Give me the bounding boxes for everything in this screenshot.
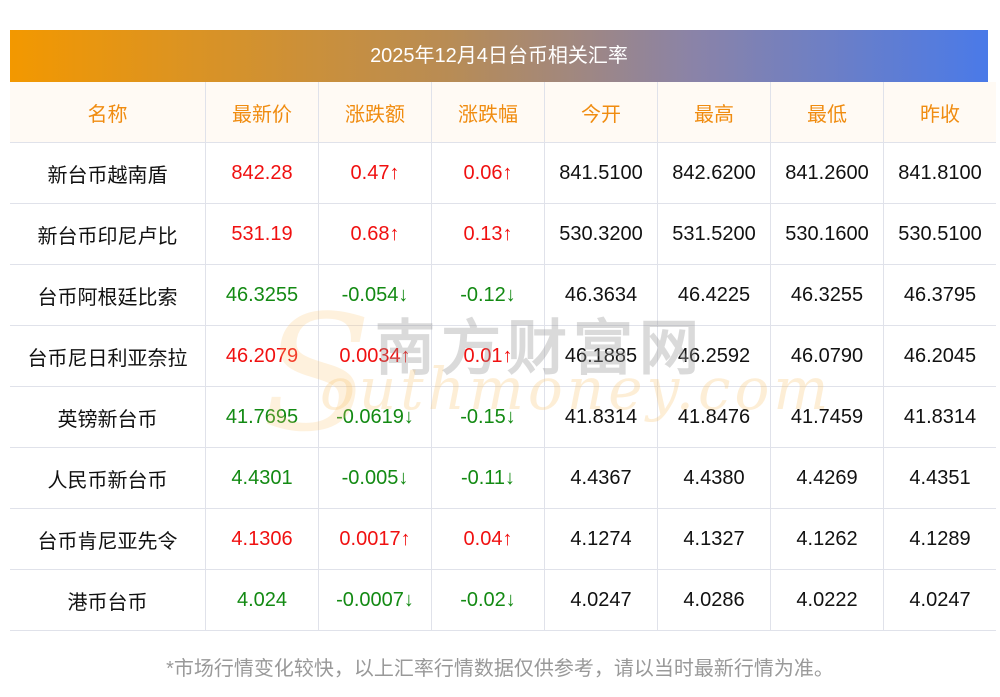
cell-name: 台币阿根廷比索 — [10, 264, 206, 326]
cell-prev: 4.1289 — [883, 508, 996, 570]
cell-price: 4.024 — [205, 569, 319, 631]
column-header: 最高 — [657, 82, 771, 143]
cell-price: 4.1306 — [205, 508, 319, 570]
cell-open: 4.1274 — [544, 508, 658, 570]
table-row: 新台币越南盾 842.28 0.47↑ 0.06↑ 841.5100 842.6200 84… — [10, 142, 996, 204]
cell-high: 46.2592 — [657, 325, 771, 387]
cell-change: 0.0017↑ — [318, 508, 432, 570]
cell-low: 41.7459 — [770, 386, 884, 448]
cell-pct: -0.11↓ — [431, 447, 545, 509]
cell-low: 4.4269 — [770, 447, 884, 509]
cell-name: 人民币新台币 — [10, 447, 206, 509]
table-header-row: 名称 最新价 涨跌额 涨跌幅 今开 最高 最低 昨收 — [10, 82, 996, 143]
cell-low: 530.1600 — [770, 203, 884, 265]
cell-low: 46.0790 — [770, 325, 884, 387]
cell-pct: -0.02↓ — [431, 569, 545, 631]
cell-price: 4.4301 — [205, 447, 319, 509]
cell-change: -0.005↓ — [318, 447, 432, 509]
cell-open: 46.1885 — [544, 325, 658, 387]
cell-high: 842.6200 — [657, 142, 771, 204]
column-header: 今开 — [544, 82, 658, 143]
cell-prev: 46.2045 — [883, 325, 996, 387]
table-row: 人民币新台币 4.4301 -0.005↓ -0.11↓ 4.4367 4.4380 4.4… — [10, 447, 996, 509]
cell-low: 4.1262 — [770, 508, 884, 570]
cell-high: 4.4380 — [657, 447, 771, 509]
disclaimer-text: *市场行情变化较快，以上汇率行情数据仅供参考，请以当时最新行情为准。 — [166, 658, 834, 680]
cell-open: 41.8314 — [544, 386, 658, 448]
column-header: 涨跌额 — [318, 82, 432, 143]
cell-prev: 841.8100 — [883, 142, 996, 204]
cell-change: 0.68↑ — [318, 203, 432, 265]
table-title: 2025年12月4日台币相关汇率 — [10, 30, 988, 82]
cell-change: -0.0007↓ — [318, 569, 432, 631]
table-row: 港币台币 4.024 -0.0007↓ -0.02↓ 4.0247 4.0286 4.022… — [10, 569, 996, 631]
column-header: 涨跌幅 — [431, 82, 545, 143]
cell-change: -0.054↓ — [318, 264, 432, 326]
cell-name: 港币台币 — [10, 569, 206, 631]
cell-high: 4.0286 — [657, 569, 771, 631]
exchange-rate-table: 名称 最新价 涨跌额 涨跌幅 今开 最高 最低 昨收 新台币越南盾 842.28 0.47↑ 0.0… — [10, 82, 996, 631]
cell-change: -0.0619↓ — [318, 386, 432, 448]
cell-price: 46.2079 — [205, 325, 319, 387]
cell-low: 4.0222 — [770, 569, 884, 631]
column-header: 名称 — [10, 82, 206, 143]
table-row: 英镑新台币 41.7695 -0.0619↓ -0.15↓ 41.8314 41.8476… — [10, 386, 996, 448]
cell-price: 46.3255 — [205, 264, 319, 326]
cell-low: 46.3255 — [770, 264, 884, 326]
cell-change: 0.47↑ — [318, 142, 432, 204]
cell-prev: 41.8314 — [883, 386, 996, 448]
cell-pct: 0.01↑ — [431, 325, 545, 387]
cell-name: 新台币印尼卢比 — [10, 203, 206, 265]
cell-price: 842.28 — [205, 142, 319, 204]
cell-prev: 4.0247 — [883, 569, 996, 631]
cell-pct: -0.12↓ — [431, 264, 545, 326]
cell-open: 841.5100 — [544, 142, 658, 204]
cell-high: 41.8476 — [657, 386, 771, 448]
cell-prev: 4.4351 — [883, 447, 996, 509]
table-row: 台币肯尼亚先令 4.1306 0.0017↑ 0.04↑ 4.1274 4.1327 4.1… — [10, 508, 996, 570]
cell-change: 0.0034↑ — [318, 325, 432, 387]
cell-open: 46.3634 — [544, 264, 658, 326]
table-row: 台币阿根廷比索 46.3255 -0.054↓ -0.12↓ 46.3634 46.422… — [10, 264, 996, 326]
cell-name: 台币尼日利亚奈拉 — [10, 325, 206, 387]
cell-pct: 0.04↑ — [431, 508, 545, 570]
table-row: 台币尼日利亚奈拉 46.2079 0.0034↑ 0.01↑ 46.1885 46.259… — [10, 325, 996, 387]
cell-pct: -0.15↓ — [431, 386, 545, 448]
cell-low: 841.2600 — [770, 142, 884, 204]
cell-open: 530.3200 — [544, 203, 658, 265]
cell-high: 531.5200 — [657, 203, 771, 265]
cell-price: 531.19 — [205, 203, 319, 265]
cell-high: 46.4225 — [657, 264, 771, 326]
table-row: 新台币印尼卢比 531.19 0.68↑ 0.13↑ 530.3200 531.5200 5… — [10, 203, 996, 265]
cell-prev: 530.5100 — [883, 203, 996, 265]
cell-high: 4.1327 — [657, 508, 771, 570]
cell-pct: 0.06↑ — [431, 142, 545, 204]
cell-name: 英镑新台币 — [10, 386, 206, 448]
column-header: 最低 — [770, 82, 884, 143]
cell-name: 新台币越南盾 — [10, 142, 206, 204]
column-header: 昨收 — [883, 82, 996, 143]
cell-prev: 46.3795 — [883, 264, 996, 326]
cell-open: 4.4367 — [544, 447, 658, 509]
column-header: 最新价 — [205, 82, 319, 143]
cell-name: 台币肯尼亚先令 — [10, 508, 206, 570]
cell-pct: 0.13↑ — [431, 203, 545, 265]
cell-open: 4.0247 — [544, 569, 658, 631]
cell-price: 41.7695 — [205, 386, 319, 448]
